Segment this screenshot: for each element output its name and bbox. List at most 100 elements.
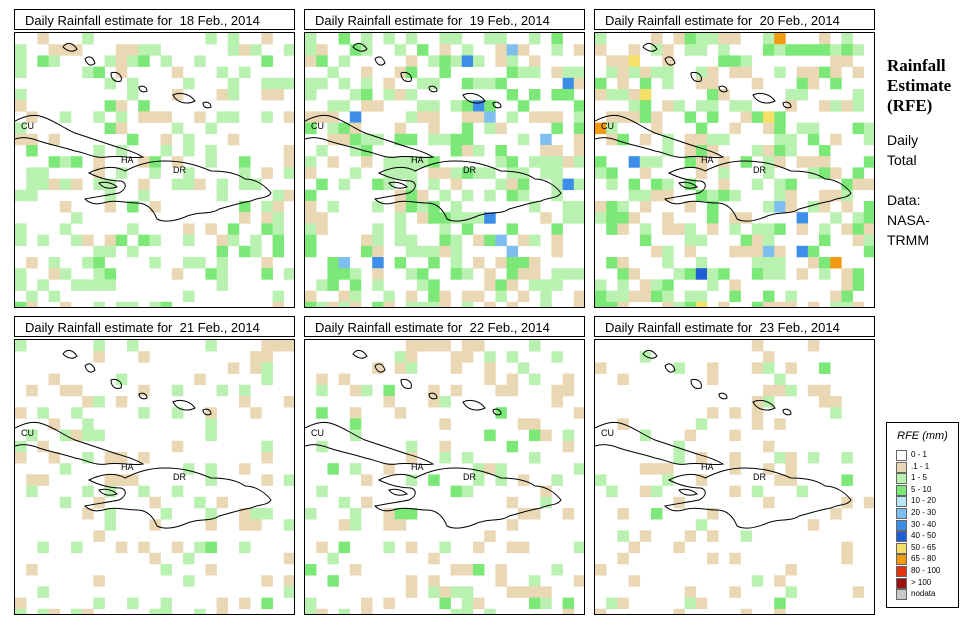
rainfall-cell [695, 167, 708, 179]
rainfall-cell [93, 145, 105, 157]
rainfall-cell [383, 77, 395, 90]
rainfall-cell [405, 234, 418, 247]
legend-swatch [896, 484, 907, 496]
rainfall-cell [763, 290, 775, 303]
rainfall-cell [138, 234, 150, 247]
rainfall-cell [372, 257, 384, 269]
rainfall-cell [239, 597, 251, 610]
rainfall-cell [405, 575, 418, 587]
rainfall-cell [138, 111, 150, 123]
rainfall-cell [305, 122, 317, 135]
rainfall-cell [183, 575, 195, 587]
rainfall-cell [506, 351, 519, 363]
rainfall-cell [473, 541, 485, 554]
rainfall-cell [684, 201, 697, 213]
rainfall-cell [807, 66, 820, 79]
rainfall-cell [115, 100, 128, 112]
rainfall-cell [673, 362, 685, 374]
rainfall-cell [673, 223, 685, 235]
rainfall-cell [383, 167, 395, 179]
rainfall-cell [751, 77, 764, 90]
rainfall-cell [807, 384, 820, 397]
rainfall-cell [517, 362, 530, 374]
rainfall-cell [338, 257, 351, 269]
rainfall-cell [718, 133, 730, 146]
rainfall-cell [305, 608, 317, 614]
rainfall-cell [551, 268, 563, 280]
rainfall-cell [394, 133, 407, 146]
rainfall-cell [283, 145, 294, 157]
rainfall-cell [707, 111, 719, 123]
rainfall-cell [662, 44, 674, 56]
rainfall-cell [372, 268, 384, 280]
rainfall-cell [171, 485, 184, 498]
rainfall-cell [115, 234, 128, 247]
rainfall-cell [628, 290, 641, 303]
country-label-dominican-republic: DR [753, 165, 766, 175]
rainfall-grid [15, 340, 294, 614]
rainfall-cell [261, 340, 273, 352]
rainfall-cell [651, 44, 663, 56]
rainfall-cell [394, 508, 407, 520]
rainfall-cell [617, 597, 629, 610]
rainfall-cell [774, 111, 786, 123]
rainfall-cell [707, 279, 719, 291]
rainfall-cell [383, 519, 395, 531]
rainfall-cell [517, 508, 530, 520]
rainfall-cell [194, 111, 206, 123]
rainfall-cell [15, 189, 27, 202]
rainfall-cell [763, 156, 775, 168]
rainfall-cell [104, 55, 117, 67]
rainfall-cell [684, 223, 697, 235]
rainfall-cell [194, 608, 206, 614]
rainfall-cell [562, 597, 575, 610]
rainfall-cell [707, 552, 719, 565]
rainfall-cell [529, 89, 541, 101]
rainfall-cell [115, 145, 128, 157]
rainfall-cell [283, 519, 294, 531]
rainfall-cell [138, 44, 150, 56]
rainfall-cell [751, 223, 764, 235]
rainfall-cell [305, 167, 317, 179]
rainfall-cell [450, 564, 463, 576]
rainfall-cell [729, 245, 741, 258]
rainfall-cell [15, 301, 27, 307]
rainfall-cell [863, 212, 874, 224]
rainfall-cell [796, 485, 809, 498]
rainfall-cell [529, 373, 541, 386]
rainfall-cell [774, 122, 786, 135]
rainfall-cell [239, 245, 251, 258]
rainfall-cell [807, 44, 820, 56]
rainfall-cell [305, 156, 317, 168]
rainfall-cell [540, 429, 552, 442]
rainfall-cell [751, 145, 764, 157]
rainfall-cell [540, 167, 552, 179]
rainfall-cell [37, 167, 49, 179]
rainfall-cell [305, 234, 317, 247]
rainfall-cell [439, 440, 451, 453]
rainfall-cell [852, 586, 865, 598]
rainfall-cell [405, 89, 418, 101]
rainfall-cell [417, 44, 429, 56]
rainfall-cell [785, 463, 797, 475]
rainfall-cell [171, 66, 184, 79]
rainfall-cell [461, 223, 474, 235]
rainfall-cell [372, 178, 384, 191]
rainfall-cell [639, 201, 652, 213]
rainfall-cell [551, 178, 563, 191]
rainfall-cell [428, 384, 440, 397]
legend-swatch [896, 519, 907, 531]
rainfall-cell [830, 508, 842, 520]
rainfall-cell [428, 111, 440, 123]
coastline-path [462, 399, 486, 411]
rainfall-cell [529, 418, 541, 430]
rainfall-cell [606, 122, 618, 135]
rainfall-cell [239, 541, 251, 554]
rainfall-cell [439, 133, 451, 146]
rainfall-cell [93, 268, 105, 280]
rainfall-cell [595, 44, 607, 56]
rainfall-cell [617, 508, 629, 520]
rainfall-cell [819, 268, 831, 280]
rainfall-cell [227, 234, 240, 247]
rainfall-cell [841, 33, 853, 45]
